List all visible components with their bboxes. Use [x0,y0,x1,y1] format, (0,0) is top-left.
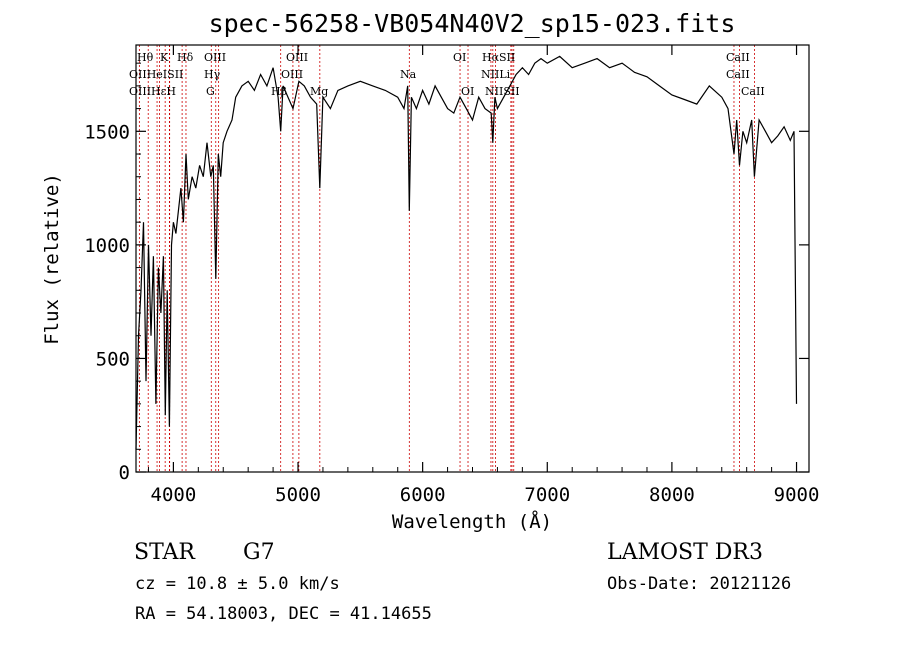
spectral-line-markers [138,45,755,472]
y-tick-label: 1000 [84,235,130,257]
y-axis-label: Flux (relative) [41,173,63,345]
x-tick-label: 9000 [774,484,820,506]
coordinates: RA = 54.18003, DEC = 41.14655 [135,604,432,624]
line-label: OI [461,85,474,98]
spectral-line-labels: Hθ K Hδ OIII OIII OI HαSII OIIHeISII Hγ … [129,51,765,98]
x-tick-label: 5000 [275,484,321,506]
line-label: OIII [281,68,303,81]
redshift-velocity: cz = 10.8 ± 5.0 km/s [135,574,340,594]
x-tick-label: 8000 [649,484,695,506]
line-label: G [206,85,215,98]
line-label: Hθ [137,51,154,64]
line-label: HαSII [482,51,515,64]
object-subclass: G7 [243,540,275,565]
line-label: Na [400,68,417,81]
x-axis-label: Wavelength (Å) [392,510,552,533]
line-label: OIIIHεH [129,85,176,98]
x-tick-label: 4000 [151,484,197,506]
x-axis: 4000 5000 6000 7000 8000 9000 [147,45,820,506]
line-label: OI [453,51,466,64]
line-label: CaII [726,68,750,81]
x-tick-label: 6000 [400,484,446,506]
line-label: OIIHeISII [129,68,183,81]
y-axis: 0 500 1000 1500 [84,62,809,484]
line-label: Hγ [204,68,221,81]
y-tick-label: 1500 [84,121,130,143]
plot-frame [135,44,810,473]
line-label: OIII [204,51,226,64]
chart-title: spec-56258-VB054N40V2_sp15-023.fits [209,9,736,38]
line-label: Mg [310,85,328,98]
y-tick-label: 500 [96,348,130,370]
x-tick-label: 7000 [524,484,570,506]
line-label: K [160,51,169,64]
line-label: Hδ [177,51,194,64]
line-label: Hβ [271,85,287,98]
object-class: STAR [134,540,196,565]
survey-name: LAMOST DR3 [607,540,763,565]
spectrum-line [135,55,798,450]
observation-date: Obs-Date: 20121126 [607,574,791,594]
line-label: NIISII [485,85,520,98]
line-label: CaII [726,51,750,64]
line-label: NIILi [481,68,511,81]
y-tick-label: 0 [119,462,130,484]
line-label: CaII [741,85,765,98]
spectrum-info: STAR G7 LAMOST DR3 cz = 10.8 ± 5.0 km/s … [134,540,791,624]
line-label: OIII [286,51,308,64]
